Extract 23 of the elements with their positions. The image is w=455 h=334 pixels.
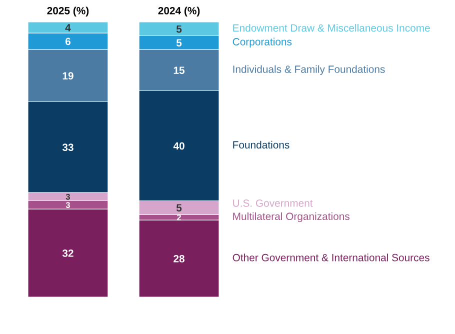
data-label: 19 (62, 72, 74, 80)
series-label: Individuals & Family Foundations (233, 65, 385, 75)
data-label: 4 (65, 24, 71, 32)
data-label: 3 (66, 202, 70, 208)
series-label: Multilateral Organizations (233, 212, 350, 222)
data-label: 40 (173, 142, 184, 150)
data-label: 5 (176, 204, 182, 212)
series-label: Endowment Draw & Miscellaneous Income (233, 24, 430, 32)
data-label: 2 (176, 214, 182, 220)
x-tick-label: 2024 (%) (158, 6, 200, 16)
data-label: 6 (65, 38, 70, 46)
data-label: 33 (62, 144, 74, 152)
x-tick-label: 2025 (%) (47, 6, 89, 16)
data-label: 32 (62, 250, 74, 257)
data-label: 15 (174, 66, 185, 74)
data-label: 5 (176, 25, 182, 33)
data-label: 28 (174, 255, 184, 262)
series-label: Foundations (233, 140, 290, 149)
series-label: U.S. Government (233, 199, 313, 207)
series-label: Other Government & International Sources (232, 254, 430, 262)
data-label: 5 (176, 39, 182, 46)
data-label: 3 (66, 194, 70, 200)
series-label: Corporations (232, 38, 292, 48)
